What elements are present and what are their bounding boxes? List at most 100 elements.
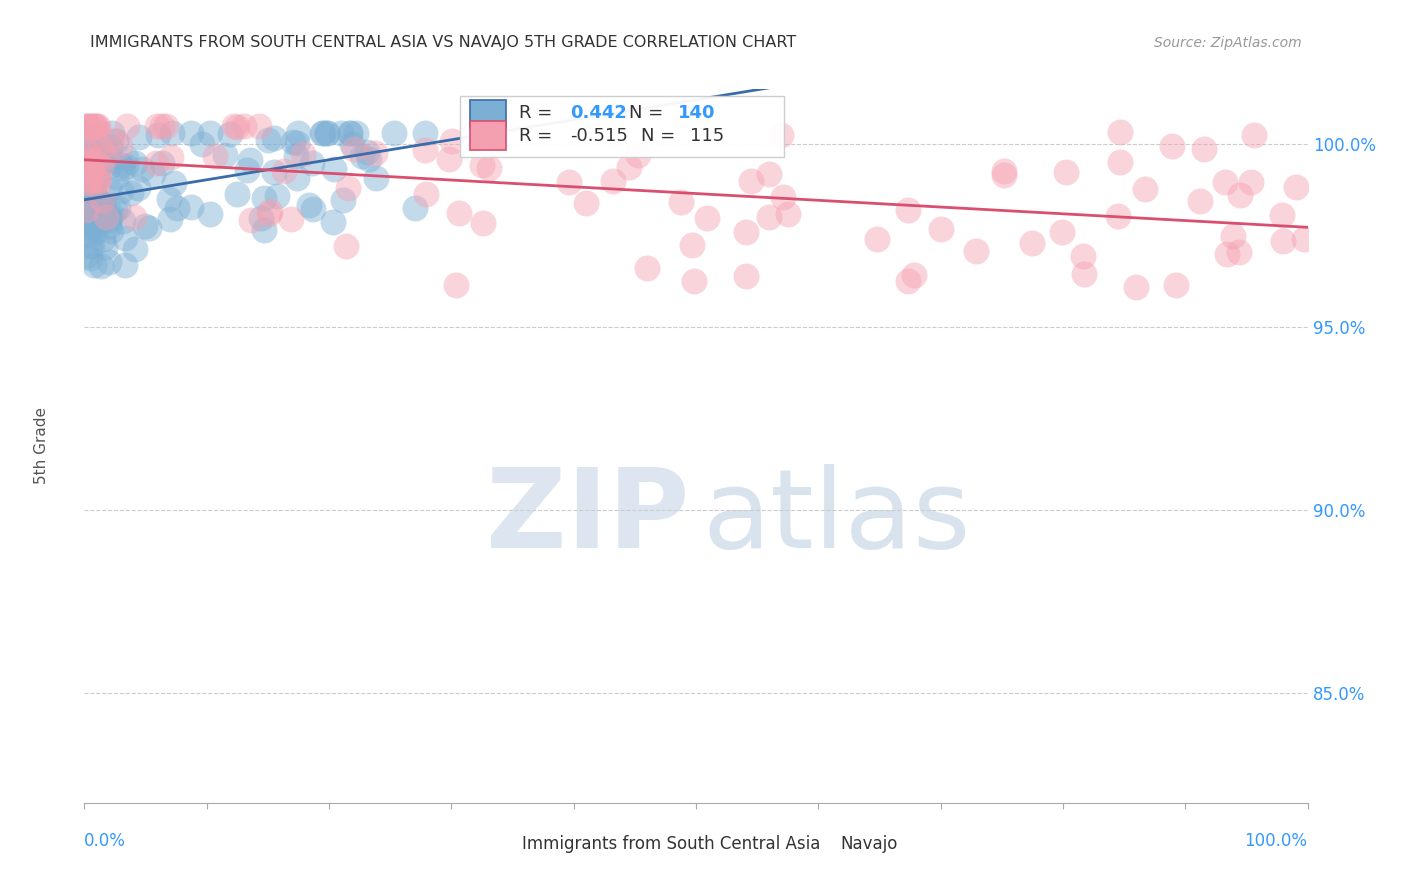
Point (77, 185, 100, 199)
Point (79, 166, 101, 180)
Point (97, 181, 120, 195)
Point (180, 200, 202, 214)
Point (97, 161, 120, 175)
Point (198, 206, 221, 220)
Point (259, 204, 281, 219)
Point (91, 197, 114, 211)
Point (965, 244, 987, 258)
Point (180, 126, 202, 140)
Point (83, 184, 105, 198)
Point (273, 164, 295, 178)
Point (77, 208, 100, 222)
Point (75, 202, 97, 217)
Point (281, 136, 304, 150)
Text: Immigrants from South Central Asia: Immigrants from South Central Asia (522, 835, 821, 853)
Point (292, 147, 315, 161)
Text: 140: 140 (678, 103, 716, 121)
Point (993, 168, 1015, 182)
Point (1227, 244, 1250, 259)
Point (602, 174, 624, 188)
Point (76, 119, 98, 133)
Point (82, 119, 104, 133)
Point (222, 119, 245, 133)
Point (110, 158, 132, 172)
Point (124, 242, 146, 256)
Point (1071, 249, 1094, 263)
Point (114, 231, 136, 245)
Point (232, 119, 254, 133)
Point (330, 126, 353, 140)
Point (758, 210, 780, 224)
Point (162, 126, 184, 140)
Point (98, 212, 121, 227)
Text: 100.0%: 100.0% (1244, 832, 1308, 850)
Text: 5th Grade: 5th Grade (34, 408, 49, 484)
Point (236, 163, 259, 178)
Point (323, 161, 346, 176)
Point (1050, 225, 1073, 239)
Point (83, 119, 105, 133)
Point (1054, 165, 1077, 179)
Point (339, 126, 361, 140)
Point (413, 143, 436, 157)
Point (198, 126, 221, 140)
Point (77, 175, 100, 189)
Point (98, 140, 121, 154)
Point (75, 150, 97, 164)
Point (1285, 179, 1308, 194)
Point (447, 206, 470, 220)
Point (364, 171, 387, 186)
Point (163, 176, 186, 190)
Point (404, 202, 426, 216)
Point (1216, 247, 1239, 261)
Point (105, 134, 128, 148)
Point (285, 136, 308, 151)
Point (76, 171, 98, 186)
Point (115, 159, 138, 173)
Point (83, 175, 105, 189)
Point (75, 153, 97, 167)
Point (94, 210, 117, 224)
Point (89, 147, 111, 161)
Point (1215, 175, 1237, 189)
Point (131, 161, 153, 176)
Point (87, 126, 110, 140)
Point (75, 226, 97, 240)
FancyBboxPatch shape (470, 121, 506, 150)
Point (101, 133, 124, 147)
Point (94, 148, 117, 162)
Point (75, 144, 97, 158)
Point (127, 180, 149, 194)
Point (302, 202, 325, 217)
Point (84, 164, 107, 178)
Point (91, 197, 114, 211)
Point (80, 160, 103, 174)
Point (574, 195, 596, 210)
Point (157, 192, 180, 206)
Point (75, 214, 97, 228)
Point (77, 119, 100, 133)
Point (1021, 235, 1043, 250)
Point (470, 119, 492, 133)
Point (75, 143, 97, 157)
Point (335, 238, 357, 252)
Point (80, 178, 103, 192)
Point (82, 239, 104, 253)
Point (89, 145, 111, 160)
Point (82, 203, 104, 218)
Point (413, 126, 436, 140)
Point (191, 137, 214, 152)
Point (128, 130, 150, 145)
Point (76, 202, 98, 216)
Point (76, 119, 98, 133)
Point (316, 126, 339, 140)
Point (90, 260, 112, 274)
Point (344, 126, 367, 140)
Point (159, 150, 181, 164)
Point (1240, 175, 1263, 189)
Point (1229, 188, 1251, 202)
Point (1107, 209, 1129, 223)
Point (75, 211, 97, 225)
Point (75, 202, 97, 217)
Point (100, 224, 122, 238)
